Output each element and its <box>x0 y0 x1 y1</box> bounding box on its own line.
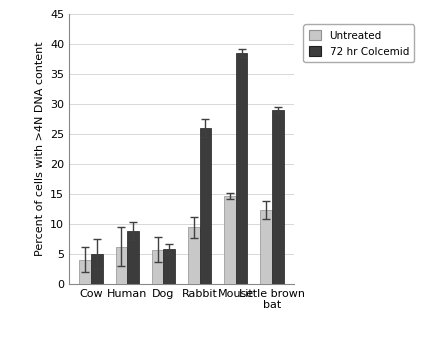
Bar <box>260 210 272 284</box>
Bar <box>224 196 236 284</box>
Bar <box>115 247 127 284</box>
Bar <box>272 110 283 284</box>
Bar <box>127 231 139 284</box>
Bar <box>79 260 91 284</box>
Y-axis label: Percent of cells with >4N DNA content: Percent of cells with >4N DNA content <box>35 42 44 256</box>
Bar <box>200 128 211 284</box>
Bar <box>163 249 175 284</box>
Bar <box>188 227 200 284</box>
Bar <box>152 249 163 284</box>
Bar <box>91 254 102 284</box>
Legend: Untreated, 72 hr Colcemid: Untreated, 72 hr Colcemid <box>303 25 414 62</box>
Bar <box>236 53 248 284</box>
